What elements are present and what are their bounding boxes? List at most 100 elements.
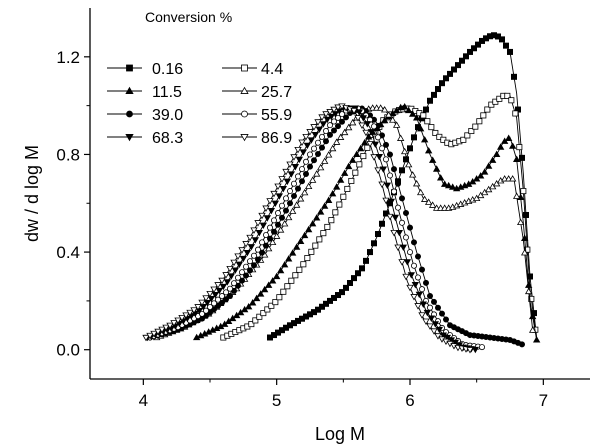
data-point [420,112,427,119]
data-point [406,145,413,152]
data-point [312,170,321,177]
data-point [326,109,334,116]
data-point [126,110,133,118]
data-point [239,255,248,263]
data-point [406,224,413,231]
data-point [471,346,480,354]
data-point [303,142,312,150]
data-point [288,249,297,256]
data-point [404,160,413,168]
x-tick-label: 4 [139,391,148,410]
data-point [252,317,259,324]
data-point [227,273,236,280]
y-tick-label: 0.4 [56,243,80,262]
data-point [434,304,441,311]
data-point [284,255,293,262]
data-point [194,304,202,311]
data-point [430,298,437,305]
data-point [356,144,365,152]
data-point [354,270,361,277]
data-point [304,255,311,262]
data-point [478,344,485,351]
data-point [362,129,370,137]
data-point [524,287,533,295]
data-point [427,315,436,322]
data-point [428,201,437,208]
series-0-16 [266,32,538,341]
data-point [382,210,389,217]
data-point [432,165,441,172]
data-point [226,293,233,300]
data-point [358,265,365,272]
data-point [532,336,541,343]
legend-item: 55.9 [222,107,292,124]
data-point [468,128,475,135]
data-point [442,316,449,323]
data-point [390,229,398,237]
data-point [150,330,158,338]
data-point [310,145,317,152]
data-point [276,266,285,274]
data-point [262,242,269,249]
data-point [323,116,332,124]
data-point [407,272,416,279]
data-point [258,249,265,256]
data-point [435,326,444,334]
data-point [426,323,434,330]
data-point [476,172,485,179]
data-point [420,195,429,202]
series-11-5 [192,103,541,343]
data-point [410,262,417,269]
data-point [382,197,390,205]
data-point [424,198,433,205]
data-point [246,258,253,265]
data-point [302,158,309,165]
legend-item: 39.0 [107,107,183,124]
data-point [346,279,353,286]
x-tick-label: 7 [539,391,548,410]
data-point [283,178,292,186]
data-point [508,142,517,149]
data-point [404,106,413,114]
data-point [519,154,526,161]
data-point [322,138,329,145]
data-point [520,188,527,195]
data-point [410,239,417,246]
data-point [241,110,248,118]
data-point [260,310,267,317]
data-point [332,209,339,216]
data-point [254,256,261,263]
data-point [444,181,453,189]
data-point [250,252,257,259]
data-point [258,239,265,246]
data-point [464,132,471,139]
data-point [392,121,401,128]
data-point [466,48,473,55]
data-point [271,200,280,208]
data-point [448,183,457,190]
data-point [306,129,314,136]
data-point [383,182,392,189]
data-point [296,266,303,273]
data-point [352,150,361,158]
data-point [338,118,345,125]
data-point [315,126,324,134]
data-point [290,180,297,187]
data-point [366,141,374,148]
data-point [410,294,418,301]
data-point [498,36,505,43]
data-point [355,109,364,116]
data-point [340,169,349,176]
data-point [214,282,222,289]
data-point [402,234,409,241]
data-point [394,180,401,187]
data-point [284,283,291,290]
data-point [327,113,336,121]
data-point [394,244,402,251]
data-point [214,296,221,303]
data-point [348,118,357,126]
data-point [318,133,325,140]
data-point [412,179,421,187]
data-point [367,129,376,136]
data-point [332,138,341,145]
